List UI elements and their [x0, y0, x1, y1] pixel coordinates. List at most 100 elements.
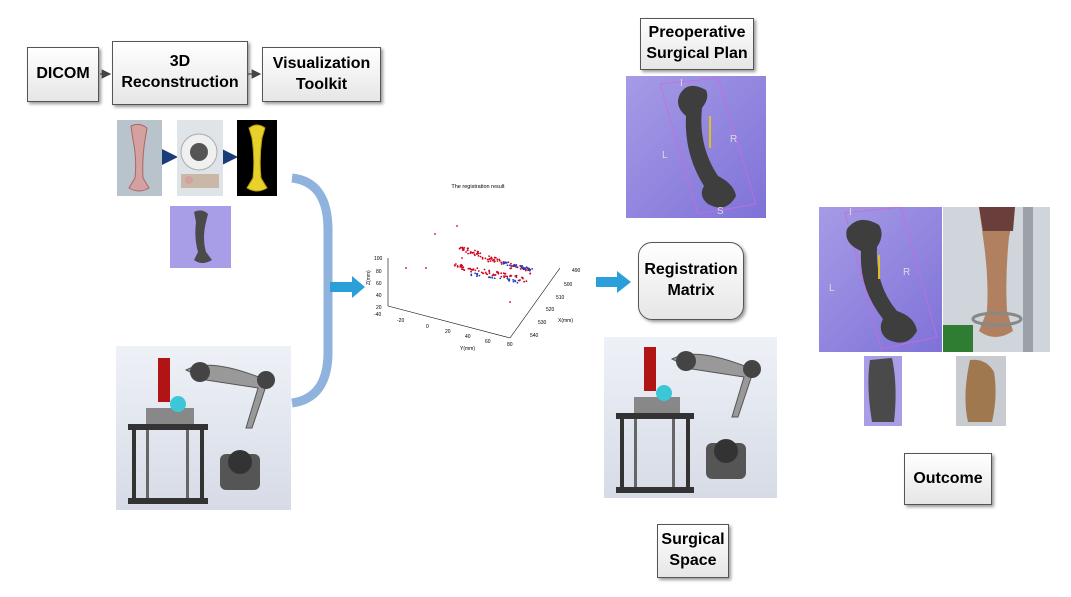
point-cloud-point [521, 267, 524, 270]
point-cloud-point [515, 264, 518, 266]
point-cloud-point [478, 274, 481, 277]
point-cloud-point [469, 252, 472, 255]
point-cloud-point [469, 267, 471, 270]
point-cloud [405, 225, 534, 303]
y-tick: 0 [426, 324, 429, 330]
point-cloud-point [523, 280, 525, 283]
point-cloud-point [494, 260, 496, 263]
point-cloud-point [519, 279, 521, 281]
point-cloud-point [488, 258, 490, 261]
x-tick: 540 [530, 333, 539, 339]
point-cloud-point [491, 274, 494, 277]
point-cloud-point [486, 258, 489, 261]
point-cloud-point [510, 265, 512, 267]
point-cloud-point [467, 252, 469, 255]
point-cloud-point [498, 259, 501, 262]
point-cloud-point [500, 272, 503, 275]
point-cloud-point [510, 262, 512, 265]
point-cloud-point [480, 271, 483, 274]
dicom-box: DICOM [27, 47, 99, 102]
point-cloud-point [502, 261, 505, 264]
point-cloud-point [513, 263, 516, 266]
point-cloud-point [434, 233, 436, 235]
point-cloud-point [519, 268, 522, 270]
x-axis-label: X(mm) [558, 318, 573, 324]
point-cloud-point [508, 279, 510, 282]
point-cloud-point [487, 260, 490, 263]
y-tick-labels: -40 -20 0 20 40 60 80 [374, 312, 513, 348]
point-cloud-point [475, 273, 478, 275]
point-cloud-point [485, 273, 488, 275]
point-cloud-point [512, 280, 515, 283]
outcome-cut-photo [956, 356, 1006, 426]
outcome-bone-photo [943, 207, 1050, 352]
registration-plot: The registration result Z(mm) Y(mm) X(mm… [366, 184, 581, 352]
point-cloud-point [477, 270, 480, 272]
point-cloud-point [494, 256, 497, 259]
point-cloud-point [488, 272, 491, 275]
z-tick: 20 [376, 305, 382, 311]
y-tick: -40 [374, 312, 381, 318]
point-cloud-point [461, 268, 463, 270]
registration-matrix-box: Registration Matrix [638, 242, 744, 320]
point-cloud-point [465, 251, 467, 253]
x-tick: 500 [564, 282, 573, 288]
point-cloud-point [476, 267, 479, 270]
point-cloud-point [516, 266, 519, 269]
point-cloud-point [531, 268, 534, 270]
x-tick: 520 [546, 307, 555, 313]
point-cloud-point [521, 276, 524, 279]
reconstructed-bone-image [237, 120, 277, 196]
outcome-render: L R I [819, 207, 942, 352]
orientation-label-l: L [662, 150, 668, 161]
orientation-label-r: R [730, 134, 738, 145]
orientation-label-l: L [829, 283, 835, 294]
point-cloud-point [497, 272, 500, 275]
point-cloud-point [476, 253, 478, 255]
point-cloud-point [425, 267, 427, 269]
y-axis-label: Y(mm) [460, 346, 475, 352]
point-cloud-point [517, 279, 520, 282]
point-cloud-point [466, 247, 469, 250]
orientation-label-i: I [680, 78, 683, 89]
x-tick: 490 [572, 268, 581, 274]
point-cloud-point [529, 272, 531, 275]
point-cloud-point [514, 265, 516, 268]
point-cloud-point [487, 276, 490, 279]
point-cloud-point [488, 255, 490, 257]
point-cloud-point [491, 276, 494, 279]
outcome-cut-render [864, 356, 902, 426]
point-cloud-point [507, 278, 510, 281]
point-cloud-point [461, 246, 464, 249]
preoperative-plan-box: Preoperative Surgical Plan [640, 18, 754, 70]
z-axis-label: Z(mm) [366, 270, 372, 285]
point-cloud-point [466, 249, 469, 251]
point-cloud-point [521, 265, 524, 267]
point-cloud-point [525, 266, 528, 268]
point-cloud-point [482, 272, 485, 275]
point-cloud-point [463, 249, 465, 251]
point-cloud-point [467, 267, 470, 270]
point-cloud-point [508, 264, 511, 267]
point-cloud-point [472, 251, 475, 254]
point-cloud-point [519, 265, 522, 268]
surgical-space-robot-image [604, 337, 777, 498]
reconstruction-box: 3D Reconstruction [112, 41, 248, 105]
x-tick: 510 [556, 295, 565, 301]
point-cloud-point [515, 274, 518, 277]
z-tick-labels: 100 80 60 40 20 [374, 256, 383, 311]
visualization-box: Visualization Toolkit [262, 47, 381, 102]
point-cloud-point [474, 254, 476, 257]
point-cloud-point [470, 268, 473, 271]
point-cloud-point [471, 252, 473, 254]
small-bone-render [170, 206, 231, 268]
point-cloud-point [528, 267, 531, 270]
point-cloud-point [509, 301, 511, 303]
point-cloud-point [463, 247, 466, 249]
point-cloud-point [479, 255, 482, 258]
outcome-box: Outcome [904, 453, 992, 505]
point-cloud-point [525, 268, 527, 271]
point-cloud-point [506, 264, 509, 267]
z-tick: 60 [376, 281, 382, 287]
point-cloud-point [455, 263, 457, 265]
